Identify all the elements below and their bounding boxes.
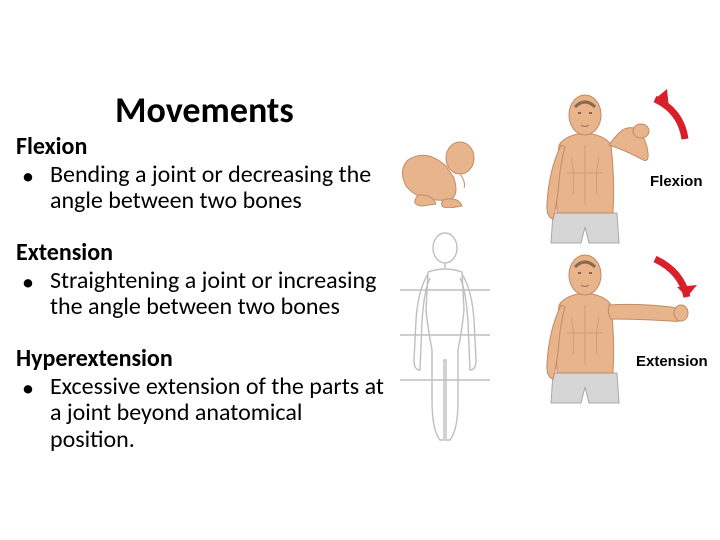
- label-flexion: Flexion: [650, 173, 703, 190]
- figure-extension-torso: [515, 245, 700, 405]
- bullet-icon: •: [16, 268, 50, 321]
- bullet-icon: •: [16, 374, 50, 453]
- slide-title: Movements: [115, 88, 294, 132]
- extension-arrow-icon: [655, 259, 697, 297]
- term-hyperextension: Hyperextension: [16, 344, 173, 373]
- definition-extension-wrap: • Straightening a joint or increasing th…: [16, 268, 404, 321]
- figure-crouch: [388, 130, 493, 208]
- definition-hyperextension: Excessive extension of the parts at a jo…: [50, 374, 386, 453]
- definition-flexion-wrap: • Bending a joint or decreasing the angl…: [16, 162, 394, 215]
- term-flexion: Flexion: [16, 132, 87, 161]
- bullet-icon: •: [16, 162, 50, 215]
- definition-extension: Straightening a joint or increasing the …: [50, 268, 404, 321]
- term-extension: Extension: [16, 238, 113, 267]
- flexion-arrow-icon: [655, 89, 685, 139]
- figure-flexion-torso: [515, 85, 700, 245]
- label-extension: Extension: [636, 353, 708, 370]
- definition-hyperextension-wrap: • Excessive extension of the parts at a …: [16, 374, 386, 453]
- figure-outline: [400, 230, 490, 445]
- definition-flexion: Bending a joint or decreasing the angle …: [50, 162, 394, 215]
